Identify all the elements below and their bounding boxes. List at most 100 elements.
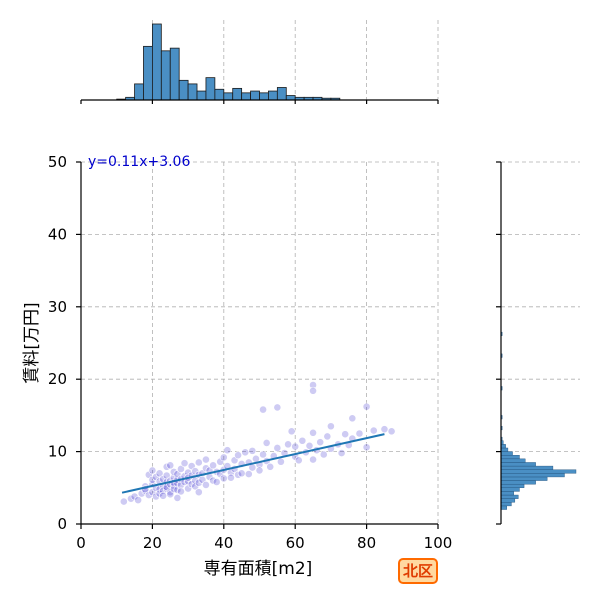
scatter-point (298, 436, 307, 445)
right-hist-bar (500, 462, 536, 467)
right-hist-bar (500, 498, 516, 503)
top-hist-bar (285, 95, 296, 101)
x-tick-label: 100 (424, 534, 453, 552)
scatter-point (259, 405, 267, 414)
scatter-point (259, 450, 267, 459)
scatter-point (309, 381, 317, 389)
scatter-point (362, 443, 371, 452)
scatter-point (277, 457, 285, 466)
top-hist-bar (214, 88, 225, 101)
y-tick-label: 30 (48, 298, 67, 316)
scatter-point (194, 458, 203, 467)
scatter-points (119, 381, 396, 506)
y-tick-label: 10 (48, 443, 67, 461)
scatter-point (291, 442, 300, 451)
scatter-point (309, 455, 317, 464)
right-hist-bar (500, 487, 520, 492)
scatter-point (337, 449, 346, 457)
scatter-point (202, 481, 210, 489)
right-hist-bar (500, 451, 513, 456)
y-axis-label: 賃料[万円] (22, 302, 42, 383)
top-hist-bar (187, 83, 198, 101)
scatter-point (326, 422, 335, 431)
right-hist-bar (500, 476, 548, 481)
scatter-point (309, 428, 317, 437)
regression-line (121, 433, 385, 494)
region-badge: 北区 (398, 558, 438, 584)
right-hist-bar (500, 494, 519, 499)
x-tick-label: 0 (76, 534, 86, 552)
right-hist-bar (500, 483, 525, 488)
scatter-point (273, 444, 282, 452)
scatter-point (323, 432, 332, 441)
top-hist-bar (241, 92, 251, 101)
top-hist-bar (160, 50, 171, 101)
top-hist-bar (276, 87, 287, 101)
top-marginal-histogram (80, 20, 439, 104)
scatter-point (155, 469, 164, 478)
top-hist-bar (268, 90, 278, 101)
scatter-point (316, 438, 325, 447)
scatter-point (248, 446, 257, 455)
regression-equation: y=0.11x+3.06 (88, 154, 190, 170)
scatter-point (166, 461, 175, 470)
y-tick-label: 20 (48, 370, 67, 388)
top-hist-bar (178, 79, 189, 101)
scatter-point (266, 462, 275, 471)
x-axis-label: 専有面積[m2] (204, 559, 313, 579)
scatter-point (362, 402, 371, 411)
scatter-point (237, 469, 246, 478)
right-hist-bar (500, 458, 526, 463)
top-hist-bar (223, 92, 234, 101)
y-tick-label: 0 (57, 515, 67, 533)
right-hist-bar (500, 480, 536, 485)
top-hist-bar (250, 90, 260, 101)
top-hist-bar (205, 77, 216, 101)
y-tick-label: 40 (48, 225, 67, 243)
top-hist-bar (151, 23, 162, 101)
scatter-axes: 0 20 40 60 80 100 0 10 20 30 40 50 (48, 153, 452, 552)
scatter-point (380, 425, 389, 434)
scatter-point (173, 494, 182, 502)
right-hist-bar (500, 444, 506, 449)
scatter-point (294, 456, 303, 465)
top-hist-bar (143, 45, 153, 101)
top-hist-bar (169, 47, 180, 101)
x-tick-label: 80 (357, 534, 376, 552)
scatter-point (209, 461, 217, 470)
right-marginal-histogram (496, 161, 580, 525)
scatter-point (341, 430, 350, 439)
scatter-point (355, 429, 364, 438)
scatter-point (202, 455, 210, 464)
scatter-point (134, 496, 143, 505)
top-hist-bar (259, 92, 269, 101)
right-hist-bar (500, 455, 520, 460)
scatter-point (255, 466, 264, 475)
scatter-point (119, 497, 128, 506)
top-hist-bar (232, 87, 243, 101)
scatter-point (212, 478, 221, 486)
scatter-point (227, 473, 235, 482)
right-hist-bar (500, 447, 509, 452)
x-tick-label: 40 (214, 534, 233, 552)
scatter-point (284, 440, 292, 449)
top-hist-bar (134, 83, 144, 101)
scatter-point (319, 450, 328, 459)
scatter-point (369, 426, 378, 435)
scatter-point (219, 453, 228, 462)
scatter-point (244, 470, 253, 478)
scatter-point (219, 474, 228, 483)
scatter-point (159, 491, 168, 500)
scatter-point (177, 487, 185, 496)
y-tick-label: 50 (48, 153, 67, 171)
scatter-point (234, 451, 242, 460)
scatter-point (180, 459, 189, 468)
scatter-point (223, 446, 232, 455)
scatter-point (148, 466, 157, 475)
right-hist-bar (500, 491, 514, 496)
right-hist-bar (500, 469, 577, 474)
scatter-point (273, 403, 282, 412)
scatter-point (262, 439, 271, 447)
right-hist-bar (500, 473, 565, 478)
